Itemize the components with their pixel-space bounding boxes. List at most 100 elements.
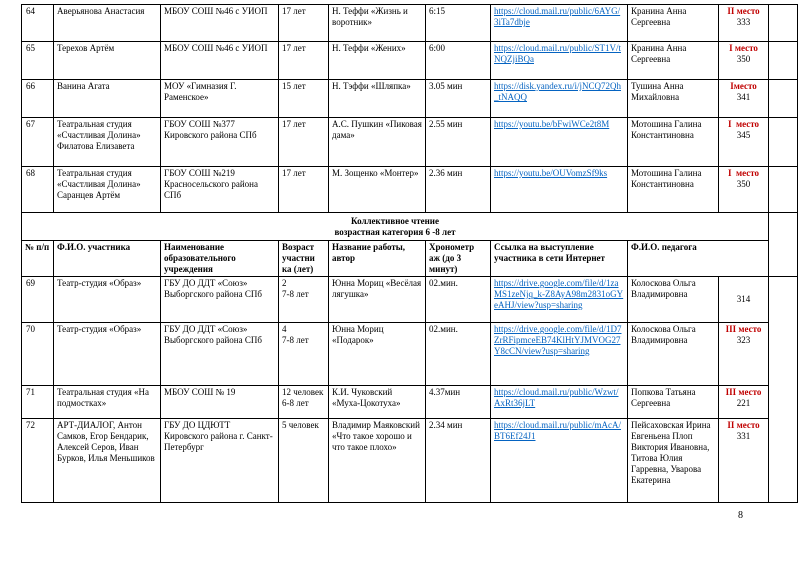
cell-time: 6:00 — [425, 41, 491, 80]
results-table: 64 Аверьянова Анастасия МБОУ СОШ №46 с У… — [21, 4, 798, 503]
performance-link[interactable]: https://cloud.mail.ru/public/Wzwt/AxRt36… — [494, 387, 619, 408]
cell-place: 314 — [718, 276, 769, 323]
cell-age: 17 лет — [278, 166, 329, 213]
cell-participant: Театр-студия «Образ» — [53, 322, 161, 386]
cell-teacher: Колоскова Ольга Владимировна — [627, 322, 719, 386]
cell-number: 67 — [21, 117, 54, 167]
cell-place: II место 333 — [718, 4, 769, 42]
header-time: Хронометр аж (до 3 минут) — [425, 240, 491, 277]
performance-link[interactable]: https://youtu.be/OUVomzSf9ks — [494, 168, 608, 178]
cell-work: Н. Тэффи «Шляпка» — [328, 79, 426, 118]
performance-link[interactable]: https://cloud.mail.ru/public/ST1V/tNQZji… — [494, 43, 621, 64]
cell-number: 68 — [21, 166, 54, 213]
cell-number: 72 — [21, 418, 54, 503]
cell-participant: Ванина Агата — [53, 79, 161, 118]
cell-number: 71 — [21, 385, 54, 419]
header-institution: Наименование образовательного учреждения — [160, 240, 279, 277]
cell-work: К.И. Чуковский «Муха-Цокотуха» — [328, 385, 426, 419]
cell-participant: Театральная студия «На подмостках» — [53, 385, 161, 419]
place-score: 345 — [736, 130, 751, 140]
cell-participant: Театральная студия «Счастливая Долина» Ф… — [53, 117, 161, 167]
cell-empty — [768, 212, 798, 277]
place-score: 341 — [736, 92, 751, 102]
cell-institution: ГБУ ДО ДДТ «Союз» Выборгского района СПб — [160, 276, 279, 323]
cell-institution: МОУ «Гимназия Г. Раменское» — [160, 79, 279, 118]
cell-link: https://drive.google.com/file/d/1zaMS1ze… — [490, 276, 628, 323]
cell-empty — [768, 79, 798, 118]
cell-place: III место 221 — [718, 385, 769, 419]
header-age: Возраст участни ка (лет) — [278, 240, 329, 277]
cell-teacher: Колоскова Ольга Владимировна — [627, 276, 719, 323]
cell-teacher: Мотошина Галина Константиновна — [627, 117, 719, 167]
cell-work: Н. Теффи «Жизнь и воротник» — [328, 4, 426, 42]
place-score: 221 — [736, 398, 751, 408]
cell-teacher: Мотошина Галина Константиновна — [627, 166, 719, 213]
cell-time: 2.36 мин — [425, 166, 491, 213]
place-label: II место — [727, 6, 760, 16]
place-label: III место — [725, 387, 762, 397]
cell-age: 17 лет — [278, 117, 329, 167]
cell-time: 6:15 — [425, 4, 491, 42]
cell-time: 02.мин. — [425, 322, 491, 386]
performance-link[interactable]: https://cloud.mail.ru/public/6AYG/3iTa7d… — [494, 6, 621, 27]
cell-age: 15 лет — [278, 79, 329, 118]
cell-teacher: Попкова Татьяна Сергеевна — [627, 385, 719, 419]
cell-place: III место 323 — [718, 322, 769, 386]
cell-institution: МБОУ СОШ №46 с УИОП — [160, 41, 279, 80]
cell-time: 4.37мин — [425, 385, 491, 419]
header-work: Название работы, автор — [328, 240, 426, 277]
section-title-line1: Коллективное чтение — [351, 215, 439, 226]
cell-place: Iместо 341 — [718, 79, 769, 118]
cell-number: 69 — [21, 276, 54, 323]
section-title-line2: возрастная категория 6 -8 лет — [334, 226, 456, 237]
cell-time: 3.05 мин — [425, 79, 491, 118]
page-number: 8 — [738, 510, 743, 521]
cell-place: II место 331 — [718, 418, 769, 503]
cell-number: 65 — [21, 41, 54, 80]
performance-link[interactable]: https://disk.yandex.ru/i/jNCQ72Qh_tNAQQ — [494, 81, 621, 102]
cell-age: 12 человек 6-8 лет — [278, 385, 329, 419]
performance-link[interactable]: https://youtu.be/bFwiWCe2t8M — [494, 119, 610, 129]
cell-institution: МБОУ СОШ № 19 — [160, 385, 279, 419]
place-label: I место — [727, 168, 760, 178]
cell-participant: Театральная студия «Счастливая Долина» С… — [53, 166, 161, 213]
cell-participant: АРТ-ДИАЛОГ, Антон Самков, Егор Бендарик,… — [53, 418, 161, 503]
cell-work: А.С. Пушкин «Пиковая дама» — [328, 117, 426, 167]
cell-empty — [768, 276, 798, 503]
cell-work: М. Зощенко «Монтер» — [328, 166, 426, 213]
cell-participant: Аверьянова Анастасия — [53, 4, 161, 42]
cell-work: Юнна Мориц «Подарок» — [328, 322, 426, 386]
performance-link[interactable]: https://drive.google.com/file/d/1D7ZrRFi… — [494, 324, 622, 356]
performance-link[interactable]: https://cloud.mail.ru/public/mAcA/BT6Ef2… — [494, 420, 621, 441]
cell-number: 70 — [21, 322, 54, 386]
cell-place: I место 345 — [718, 117, 769, 167]
place-score: 333 — [736, 17, 751, 27]
cell-age: 2 7-8 лет — [278, 276, 329, 323]
cell-link: https://drive.google.com/file/d/1D7ZrRFi… — [490, 322, 628, 386]
header-participant: Ф.И.О. участника — [53, 240, 161, 277]
cell-link: https://youtu.be/bFwiWCe2t8M — [490, 117, 628, 167]
table-row: 71 Театральная студия «На подмостках» МБ… — [21, 385, 798, 419]
cell-time: 2.34 мин — [425, 418, 491, 503]
performance-link[interactable]: https://drive.google.com/file/d/1zaMS1ze… — [494, 278, 624, 310]
cell-number: 66 — [21, 79, 54, 118]
cell-link: https://cloud.mail.ru/public/ST1V/tNQZji… — [490, 41, 628, 80]
table-header-row: № п/п Ф.И.О. участника Наименование обра… — [21, 240, 798, 277]
place-label: II место — [727, 420, 760, 430]
cell-age: 17 лет — [278, 41, 329, 80]
place-label: I место — [729, 43, 758, 53]
cell-work: Владимир Маяковский «Что такое хорошо и … — [328, 418, 426, 503]
cell-time: 02.мин. — [425, 276, 491, 323]
cell-participant: Театр-студия «Образ» — [53, 276, 161, 323]
cell-empty — [768, 41, 798, 80]
cell-link: https://cloud.mail.ru/public/mAcA/BT6Ef2… — [490, 418, 628, 503]
section-title: Коллективное чтение возрастная категория… — [21, 212, 769, 241]
cell-institution: ГБОУ СОШ №377 Кировского района СПб — [160, 117, 279, 167]
cell-work: Н. Теффи «Жених» — [328, 41, 426, 80]
cell-teacher: Тушина Анна Михайловна — [627, 79, 719, 118]
place-score: 331 — [736, 431, 751, 441]
header-link: Ссылка на выступление участника в сети И… — [490, 240, 628, 277]
place-label: I место — [727, 119, 760, 129]
cell-place: I место 350 — [718, 166, 769, 213]
